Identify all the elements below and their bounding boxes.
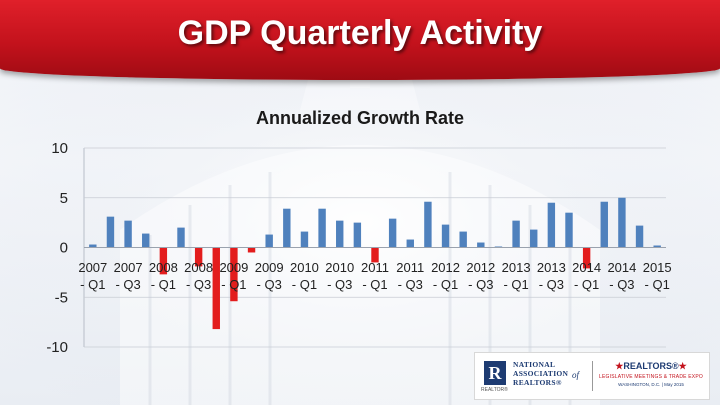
x-tick-label: 2012 [431, 260, 460, 275]
x-tick-label: 2013 [537, 260, 566, 275]
bar [565, 212, 573, 248]
bar [142, 233, 150, 248]
x-tick-label: - Q3 [327, 277, 352, 292]
nar-line-2: ASSOCIATION [513, 369, 569, 378]
x-axis-ticks: 2007 - Q1 2007 - Q3 2008 - Q1 2008 - Q3 2009 - Q1… [78, 260, 671, 292]
logo-divider [592, 361, 593, 391]
x-tick-label: 2010 [290, 260, 319, 275]
bar [530, 229, 538, 248]
y-tick-label: 5 [60, 190, 68, 207]
bar [230, 247, 238, 302]
bar [124, 220, 132, 248]
x-tick-label: - Q3 [539, 277, 564, 292]
x-tick-label: 2007 [78, 260, 107, 275]
y-tick-label: 0 [60, 240, 68, 257]
x-tick-label: - Q1 [433, 277, 458, 292]
x-tick-label: - Q3 [398, 277, 423, 292]
x-tick-label: - Q1 [292, 277, 317, 292]
bar [406, 239, 414, 248]
bar [459, 231, 467, 248]
x-tick-label: - Q1 [362, 277, 387, 292]
bar [600, 201, 608, 248]
x-tick-label: 2008 [184, 260, 213, 275]
bar [212, 247, 220, 330]
x-tick-label: 2009 [255, 260, 284, 275]
x-tick-label: 2011 [361, 260, 389, 275]
x-tick-label: 2007 [114, 260, 143, 275]
y-tick-label: -10 [46, 339, 68, 356]
x-tick-label: - Q3 [257, 277, 282, 292]
bar [582, 247, 591, 269]
bar [635, 225, 644, 248]
bar [318, 208, 326, 248]
bar [194, 247, 203, 267]
x-tick-label: 2010 [325, 260, 354, 275]
bar [300, 231, 309, 248]
chart-title: Annualized Growth Rate [256, 108, 464, 128]
bar [159, 247, 168, 275]
x-tick-label: 2014 [607, 260, 636, 275]
realtor-r-caption: REALTOR® [481, 387, 508, 393]
bar [618, 197, 626, 248]
x-tick-label: - Q1 [221, 277, 246, 292]
bar-series [89, 197, 661, 330]
bar [265, 234, 273, 248]
bar [106, 216, 115, 248]
bar [547, 202, 556, 248]
meetings-sub: WASHINGTON, D.C. | May 2015 [618, 382, 684, 387]
x-tick-label: 2015 [643, 260, 672, 275]
x-tick-label: 2014 [572, 260, 601, 275]
nar-line-1: NATIONAL [513, 360, 556, 369]
nar-wordmark: NATIONAL ASSOCIATION REALTORS® [513, 360, 568, 387]
realtors-brand-text: REALTORS® [623, 361, 679, 371]
bar [353, 222, 362, 248]
meetings-line: LEGISLATIVE MEETINGS & TRADE EXPO [599, 374, 703, 380]
x-tick-label: - Q1 [645, 277, 670, 292]
x-tick-label: - Q1 [80, 277, 105, 292]
x-tick-label: - Q3 [609, 277, 634, 292]
sponsor-logos: R REALTOR® NATIONAL ASSOCIATION REALTORS… [474, 352, 710, 400]
y-axis-ticks: 10 5 0 -5 -10 [46, 140, 68, 356]
y-tick-label: 10 [51, 140, 68, 157]
x-tick-label: - Q3 [468, 277, 493, 292]
star-icon: ★ [615, 361, 624, 371]
x-tick-label: 2008 [149, 260, 178, 275]
bar [424, 201, 432, 248]
bar [477, 242, 485, 248]
title-banner [0, 0, 720, 80]
bar [247, 247, 256, 253]
x-tick-label: - Q3 [115, 277, 140, 292]
slide-title: GDP Quarterly Activity [177, 14, 543, 52]
bar [336, 220, 344, 248]
y-tick-label: -5 [55, 289, 68, 306]
bar [441, 224, 450, 248]
nar-of-text: of [572, 370, 580, 380]
star-icon: ★ [678, 361, 687, 371]
bar [371, 247, 379, 263]
nar-line-3: REALTORS® [513, 378, 562, 387]
bar [512, 220, 520, 248]
bar [177, 227, 185, 248]
bar [283, 208, 291, 248]
bar [653, 245, 661, 248]
realtors-brand: ★REALTORS®★ [599, 361, 703, 372]
bar [89, 244, 97, 248]
bar [388, 218, 397, 248]
x-tick-label: 2011 [396, 260, 424, 275]
x-tick-label: 2012 [466, 260, 495, 275]
x-tick-label: - Q3 [186, 277, 211, 292]
realtor-r-logo: R [484, 361, 506, 385]
chart-grid [83, 147, 666, 348]
x-tick-label: - Q1 [503, 277, 528, 292]
x-tick-label: - Q1 [574, 277, 599, 292]
x-tick-label: 2009 [219, 260, 248, 275]
x-tick-label: 2013 [502, 260, 531, 275]
x-tick-label: - Q1 [151, 277, 176, 292]
